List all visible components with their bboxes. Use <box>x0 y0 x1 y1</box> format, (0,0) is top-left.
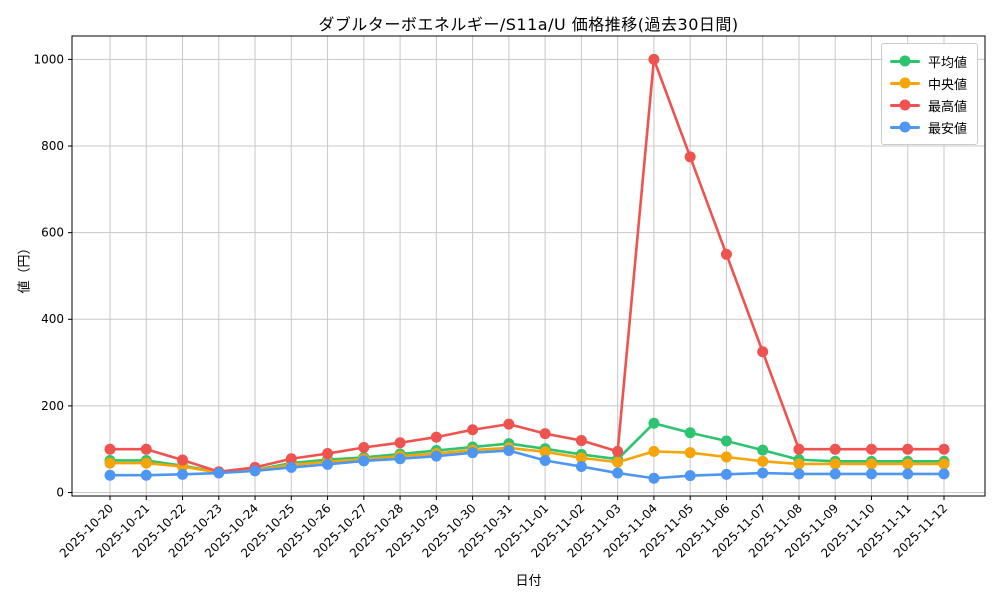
legend-label-avg: 平均値 <box>927 55 967 71</box>
series-median-point <box>902 458 914 470</box>
y-tick-label: 1000 <box>33 52 64 66</box>
series-min-point <box>503 445 515 457</box>
series-min-point <box>902 468 914 480</box>
series-max-point <box>358 441 370 453</box>
series-max-point <box>285 453 297 465</box>
series-min-point <box>539 454 551 466</box>
series-max-point <box>430 431 442 443</box>
legend-marker-min <box>889 121 920 133</box>
y-tick-label: 0 <box>56 485 64 499</box>
series-min-point <box>249 465 261 477</box>
series-min-point <box>177 468 189 480</box>
series-min-point <box>829 468 841 480</box>
series-avg-point <box>648 417 660 429</box>
series-min-point <box>575 461 587 473</box>
series-min-point <box>938 468 950 480</box>
series-min-point <box>104 469 116 481</box>
y-tick-label: 800 <box>41 139 64 153</box>
series-min-point <box>394 453 406 465</box>
series-min-line <box>108 449 946 480</box>
series-min-point <box>865 468 877 480</box>
series-median-point <box>575 452 587 464</box>
series-min-point <box>358 455 370 467</box>
legend-item-max: 最高値 <box>889 94 967 116</box>
series-median-point <box>865 458 877 470</box>
y-tick-label: 400 <box>41 312 64 326</box>
series-median-point <box>140 457 152 469</box>
series-max-point <box>902 443 914 455</box>
series-max-point <box>938 443 950 455</box>
series-max-point <box>104 443 116 455</box>
legend-label-min: 最安値 <box>927 121 967 137</box>
series-max-point <box>684 151 696 163</box>
series-min-point <box>213 467 225 479</box>
legend-label-max: 最高値 <box>927 99 967 115</box>
series-max-point <box>177 454 189 466</box>
series-max-point <box>140 443 152 455</box>
series-min-point <box>648 472 660 484</box>
series-max-point <box>322 448 334 460</box>
series-max-point <box>575 435 587 447</box>
series-median-point <box>757 455 769 467</box>
series-max-point <box>720 248 732 260</box>
series-min-point <box>684 470 696 482</box>
series-median-point <box>648 445 660 457</box>
series-max-point <box>757 346 769 358</box>
series-min-point <box>467 447 479 459</box>
series-median-point <box>684 447 696 459</box>
series-min-point <box>612 467 624 479</box>
series-max-point <box>539 428 551 440</box>
series-max-point <box>612 445 624 457</box>
series-max-point <box>503 418 515 430</box>
chart-title: ダブルターボエネルギー/S11a/U 価格推移(過去30日間) <box>318 15 739 34</box>
x-axis-label: 日付 <box>515 574 542 589</box>
series-min-point <box>322 458 334 470</box>
legend-item-min: 最安値 <box>889 116 967 138</box>
legend-label-median: 中央値 <box>927 77 967 93</box>
series-min-point <box>720 468 732 480</box>
y-tick-label: 200 <box>41 399 64 413</box>
y-tick-label: 600 <box>41 226 64 240</box>
series-max-line <box>108 58 946 474</box>
series-avg-point <box>684 427 696 439</box>
series-median-point <box>829 458 841 470</box>
series-min-point <box>757 467 769 479</box>
series-avg-point <box>757 444 769 456</box>
legend-marker-median <box>889 77 920 89</box>
series-max-point <box>793 443 805 455</box>
series-min-point <box>285 461 297 473</box>
series-median-point <box>793 458 805 470</box>
series-median-point <box>612 456 624 468</box>
series-min-point <box>430 450 442 462</box>
series-max-point <box>865 443 877 455</box>
series-min-point <box>140 469 152 481</box>
series-max-point <box>829 443 841 455</box>
series-median-point <box>539 446 551 458</box>
legend-item-median: 中央値 <box>889 72 967 94</box>
series-max-point <box>648 53 660 65</box>
series-median-point <box>104 457 116 469</box>
series-avg-point <box>720 435 732 447</box>
series-max-point <box>394 437 406 449</box>
legend-marker-max <box>889 99 920 111</box>
series-min-point <box>793 468 805 480</box>
plot-border <box>71 35 986 497</box>
legend: 平均値中央値最高値最安値 <box>880 43 978 145</box>
series-max-point <box>467 424 479 436</box>
legend-marker-avg <box>889 55 920 67</box>
legend-item-avg: 平均値 <box>889 50 967 72</box>
series-median-point <box>720 451 732 463</box>
series-median-point <box>938 458 950 470</box>
